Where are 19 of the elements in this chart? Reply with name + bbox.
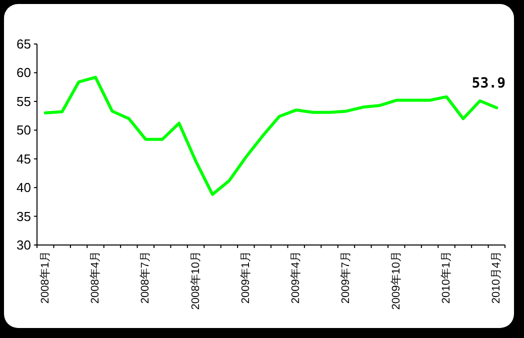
x-tick-label: 2008年4月	[90, 251, 102, 304]
x-tick-label: 2008年7月	[140, 251, 152, 304]
x-tick-label: 2009年1月	[240, 251, 252, 304]
x-tick-label: 2010月4月	[490, 251, 503, 304]
y-tick-label: 30	[16, 238, 31, 252]
y-tick-label: 50	[16, 122, 31, 138]
y-tick-label: 45	[16, 151, 31, 166]
y-tick-label: 40	[16, 180, 31, 196]
x-tick-label: 2010年1月	[440, 251, 452, 304]
y-tick-label: 65	[16, 36, 31, 52]
x-tick-label: 2009年7月	[340, 251, 352, 304]
y-tick-label: 35	[16, 208, 31, 224]
annotation: 53.9	[472, 76, 506, 92]
x-tick-label: 2008年1月	[39, 251, 52, 304]
x-tick-label: 2009年10月	[390, 251, 402, 310]
y-tick-label: 55	[16, 94, 31, 109]
y-tick-label: 60	[16, 65, 31, 80]
x-tick-label: 2008年10月	[190, 251, 202, 310]
x-tick-label: 2009年4月	[290, 251, 302, 304]
